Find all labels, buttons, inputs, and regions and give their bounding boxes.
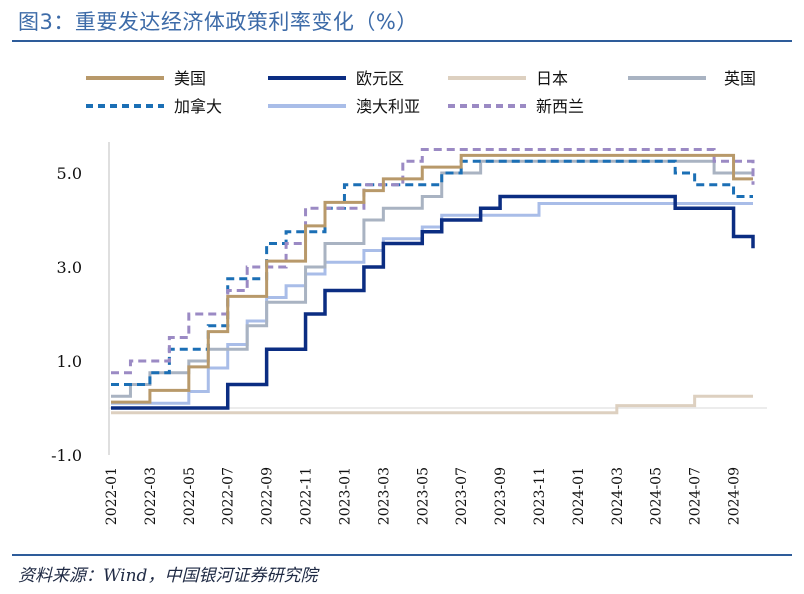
chart-title: 图3：重要发达经济体政策利率变化（%） [18,10,418,34]
series-layer [111,148,755,415]
x-tick-label: 2022-05 [182,467,198,525]
x-tick-label: 2023-03 [376,467,392,525]
x-tick-label: 2023-11 [532,467,548,525]
legend-label: 加拿大 [174,97,222,116]
x-tick-label: 2024-05 [649,467,665,525]
series-line [111,394,753,415]
legend-label: 新西兰 [536,97,584,116]
x-tick-label: 2024-03 [610,467,626,525]
x-tick-label: 2024-01 [571,467,587,525]
y-tick-label: 5.0 [57,164,82,183]
axes: 5.0 3.0 1.0 -1.0 2022-01 2022-03 2022-05 2022-0… [51,142,767,525]
x-tick-label: 2023-07 [454,467,470,525]
x-tick-label: 2024-09 [727,467,743,525]
legend-label: 日本 [536,69,568,88]
series-line [111,202,753,405]
x-tick-label: 2022-07 [221,467,237,525]
y-tick-label: 1.0 [57,352,82,371]
x-tick-label: 2023-09 [493,467,509,525]
y-tick-label: -1.0 [51,446,82,465]
x-tick-label: 2022-09 [260,467,276,525]
legend-label: 澳大利亚 [356,97,420,116]
legend-label: 欧元区 [356,69,404,88]
legend-label: 美国 [174,69,206,88]
source-rule [12,554,792,556]
legend-label: 英国 [724,69,756,88]
series-line [111,194,755,410]
title-rule [12,40,792,42]
source-note: 资料来源：Wind，中国银河证券研究院 [18,566,318,586]
x-tick-label: 2024-07 [688,467,704,525]
x-tick-label: 2023-05 [415,467,431,525]
x-tick-label: 2022-03 [143,467,159,525]
x-tick-label: 2023-01 [337,467,353,525]
y-tick-label: 3.0 [57,258,82,277]
x-tick-label: 2022-11 [299,467,315,525]
x-tick-label: 2022-01 [104,467,120,525]
series-line [111,153,753,404]
series-line [111,148,755,375]
